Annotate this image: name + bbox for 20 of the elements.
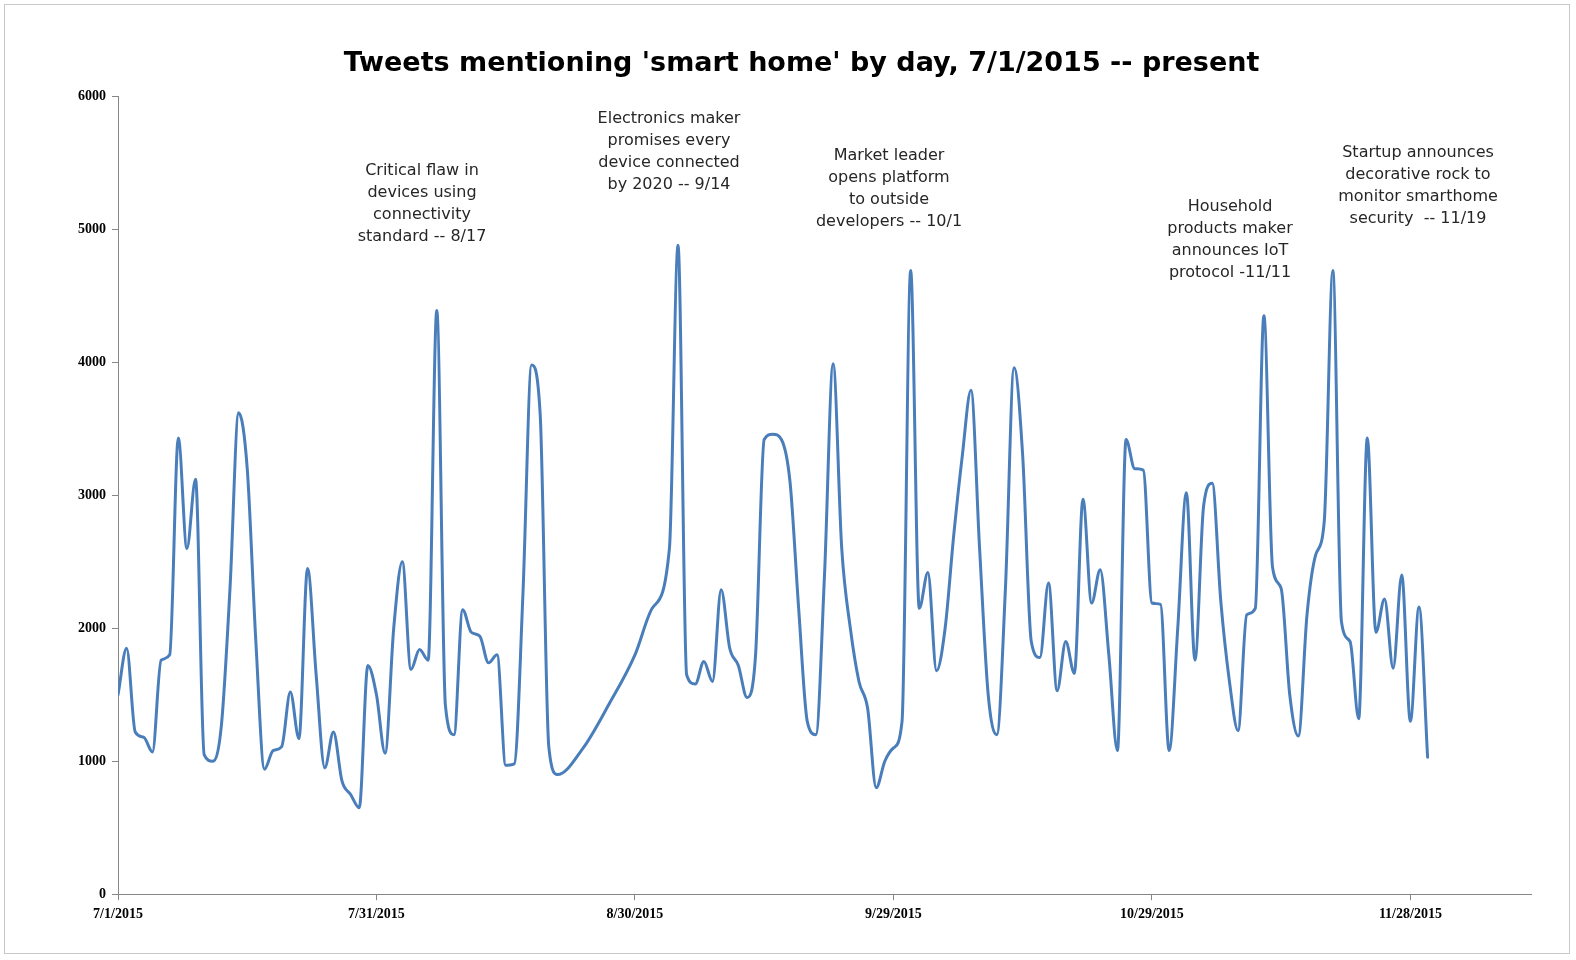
annotation: Market leader opens platform to outside developers -- 10/1 bbox=[815, 145, 963, 231]
y-tick-label: 6000 bbox=[78, 88, 106, 104]
y-tick-label: 1000 bbox=[78, 752, 106, 768]
x-tick-label: 7/31/2015 bbox=[348, 906, 405, 922]
y-tick-label: 5000 bbox=[78, 220, 106, 236]
y-tick-label: 2000 bbox=[78, 619, 106, 635]
y-tick-label: 4000 bbox=[78, 353, 106, 369]
x-tick-label: 9/29/2015 bbox=[865, 906, 922, 922]
x-tick-label: 10/29/2015 bbox=[1120, 906, 1184, 922]
annotation: Critical flaw in devices using connectivity standard -- 8/17 bbox=[357, 160, 487, 246]
line-series bbox=[118, 243, 1430, 810]
y-tick-label: 3000 bbox=[78, 486, 106, 502]
annotation: Electronics maker promises every device connected by 2020 -- 9/14 bbox=[597, 108, 741, 194]
x-tick-label: 8/30/2015 bbox=[606, 906, 664, 922]
x-tick-label: 7/1/2015 bbox=[93, 906, 143, 922]
annotation: Startup announces decorative rock to monitor smarthome security -- 11/19 bbox=[1338, 142, 1498, 228]
chart-title: Tweets mentioning 'smart home' by day, 7/1/2015 -- present bbox=[343, 46, 1260, 78]
x-tick-label: 11/28/2015 bbox=[1378, 906, 1442, 922]
annotation: Household products maker announces IoT protocol -11/11 bbox=[1167, 196, 1294, 282]
y-tick-label: 0 bbox=[99, 885, 106, 901]
